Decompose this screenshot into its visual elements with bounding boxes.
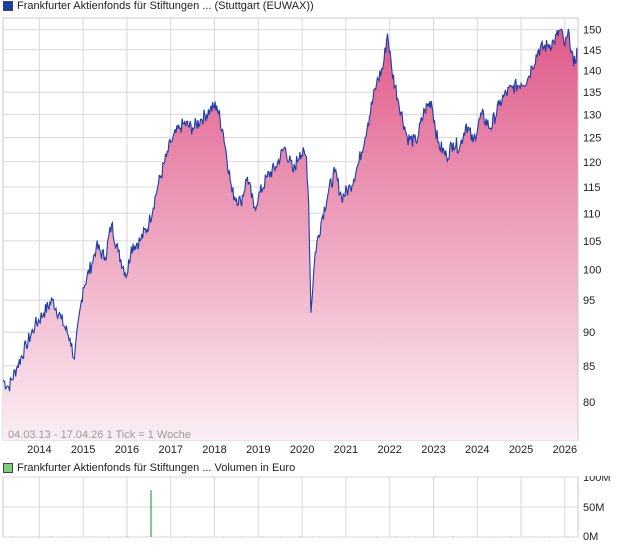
price-x-tick-label: 2020: [290, 444, 314, 456]
price-x-tick-label: 2018: [202, 444, 226, 456]
price-y-tick-label: 120: [583, 157, 601, 169]
price-y-tick-label: 85: [583, 361, 595, 373]
price-x-tick-label: 2021: [334, 444, 358, 456]
watermark-text: 04.03.13 - 17.04.26 1 Tick = 1 Woche: [8, 429, 191, 441]
price-y-tick-label: 105: [583, 236, 601, 248]
price-x-tick-label: 2017: [158, 444, 182, 456]
price-legend-label: Frankfurter Aktienfonds für Stiftungen .…: [17, 0, 314, 12]
price-y-tick-label: 100: [583, 265, 601, 277]
price-y-tick-label: 90: [583, 327, 595, 339]
price-y-tick-label: 115: [583, 182, 601, 194]
price-x-tick-label: 2026: [553, 444, 577, 456]
volume-legend: Frankfurter Aktienfonds für Stiftungen .…: [3, 462, 295, 474]
price-y-tick-label: 80: [583, 397, 595, 409]
price-chart: 80 85 90 95 100 105 110 115 120 125 130 135 140 145 15…: [2, 17, 601, 456]
volume-y-tick-label: 100M: [583, 476, 611, 484]
price-y-tick-label: 140: [583, 66, 601, 78]
volume-chart: 0M 50M 100M: [2, 476, 611, 543]
price-x-tick-label: 2025: [509, 444, 533, 456]
volume-legend-label: Frankfurter Aktienfonds für Stiftungen .…: [17, 462, 296, 474]
price-y-tick-label: 95: [583, 295, 595, 307]
volume-y-tick-label: 0M: [583, 531, 598, 543]
volume-y-tick-label: 50M: [583, 502, 604, 514]
price-x-tick-label: 2019: [246, 444, 270, 456]
price-x-tick-label: 2023: [421, 444, 445, 456]
price-y-tick-label: 135: [583, 87, 601, 99]
price-y-tick-label: 125: [583, 133, 601, 145]
price-x-tick-label: 2016: [115, 444, 139, 456]
price-x-tick-label: 2024: [465, 444, 489, 456]
price-y-tick-label: 130: [583, 109, 601, 121]
price-x-tick-label: 2022: [377, 444, 401, 456]
price-y-tick-label: 150: [583, 25, 601, 37]
price-y-tick-label: 110: [583, 208, 601, 220]
price-legend-swatch: [3, 1, 13, 11]
price-area: [3, 29, 578, 440]
price-y-tick-label: 145: [583, 45, 601, 57]
price-x-tick-label: 2015: [71, 444, 95, 456]
volume-legend-swatch: [3, 463, 13, 473]
price-x-tick-label: 2014: [27, 444, 51, 456]
price-line: [2, 28, 579, 392]
price-legend: Frankfurter Aktienfonds für Stiftungen .…: [3, 0, 314, 12]
